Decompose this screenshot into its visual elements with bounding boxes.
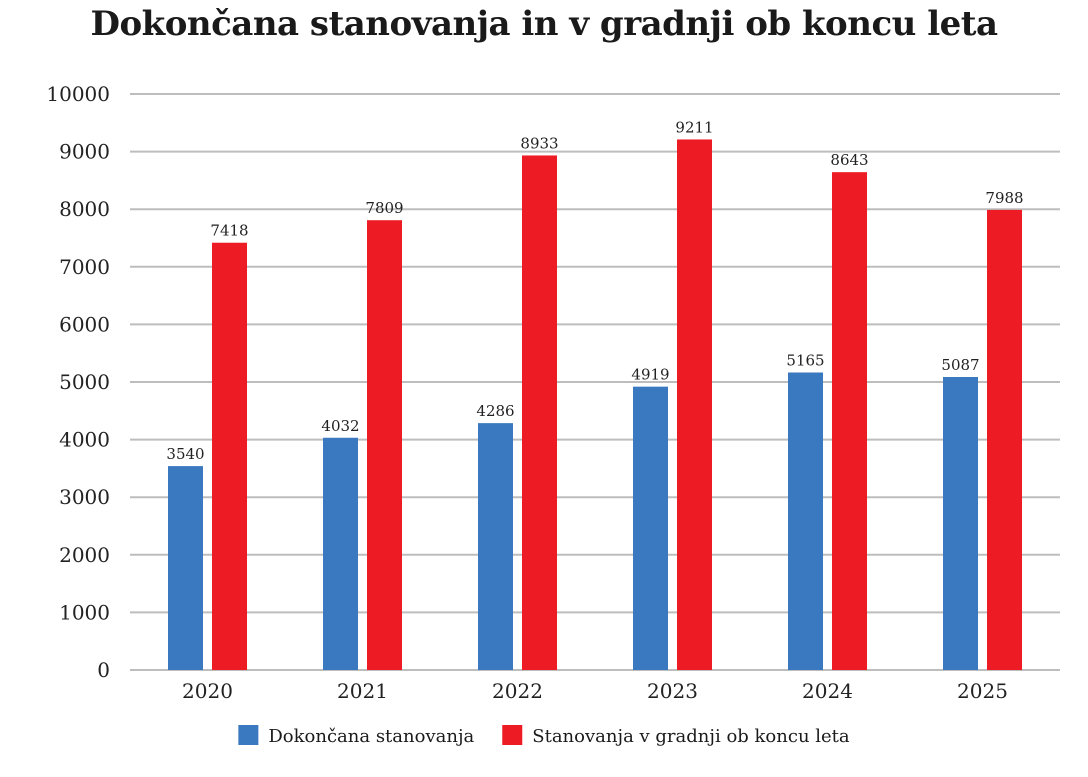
chart-title: Dokončana stanovanja in v gradnji ob kon… [90, 4, 998, 44]
x-tick-label: 2024 [802, 679, 853, 703]
data-label: 4286 [476, 402, 514, 420]
data-label: 8643 [830, 151, 868, 169]
x-tick-label: 2020 [182, 679, 233, 703]
bar [212, 242, 247, 670]
legend-label: Stanovanja v gradnji ob koncu leta [532, 726, 850, 747]
bar [832, 172, 867, 670]
y-tick-label: 7000 [59, 255, 110, 279]
bar [788, 372, 823, 670]
legend-label: Dokončana stanovanja [268, 726, 474, 747]
y-axis-ticks: 0 1000 2000 3000 4000 5000 6000 7000 8000 9000 100… [46, 82, 110, 682]
value-labels: 3540 7418 4032 7809 4286 8933 4919 9211 5165 8643… [166, 118, 1023, 463]
bar [522, 155, 557, 670]
data-label: 7988 [985, 189, 1023, 207]
data-label: 5165 [786, 351, 824, 369]
bar [633, 386, 668, 670]
y-tick-label: 9000 [59, 140, 110, 164]
y-tick-label: 2000 [59, 543, 110, 567]
y-tick-label: 6000 [59, 312, 110, 336]
bar [323, 437, 358, 670]
data-label: 9211 [675, 118, 713, 136]
data-label: 4919 [631, 366, 669, 384]
y-tick-label: 4000 [59, 428, 110, 452]
data-label: 8933 [520, 134, 558, 152]
x-tick-label: 2023 [647, 679, 698, 703]
gridlines [130, 93, 1060, 671]
bars [168, 139, 1022, 670]
x-axis-ticks: 2020 2021 2022 2023 2024 2025 [182, 679, 1008, 703]
bar [987, 209, 1022, 670]
data-label: 7809 [365, 199, 403, 217]
x-tick-label: 2025 [957, 679, 1008, 703]
x-tick-label: 2022 [492, 679, 543, 703]
bar [677, 139, 712, 670]
bar [478, 423, 513, 670]
y-tick-label: 10000 [46, 82, 110, 106]
data-label: 5087 [941, 356, 979, 374]
legend-swatch [502, 725, 523, 745]
legend-swatch [238, 725, 259, 745]
x-tick-label: 2021 [337, 679, 388, 703]
y-tick-label: 1000 [59, 600, 110, 624]
legend: Dokončana stanovanja Stanovanja v gradnji… [238, 725, 850, 747]
bar [168, 466, 203, 670]
y-tick-label: 5000 [59, 370, 110, 394]
bar [943, 376, 978, 670]
data-label: 4032 [321, 417, 359, 435]
data-label: 3540 [166, 445, 204, 463]
y-tick-label: 3000 [59, 485, 110, 509]
y-tick-label: 0 [97, 658, 110, 682]
y-tick-label: 8000 [59, 197, 110, 221]
bar [367, 220, 402, 670]
data-label: 7418 [210, 222, 248, 240]
